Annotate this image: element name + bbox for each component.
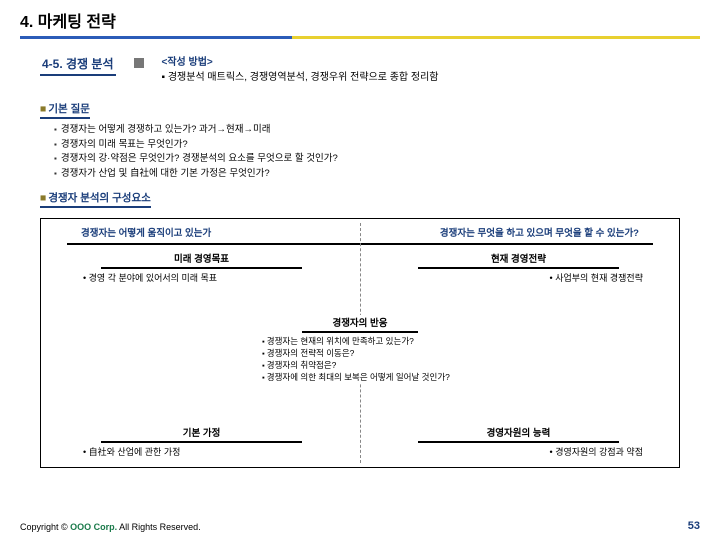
- content-area: ■기본 질문 경쟁자는 어떻게 경쟁하고 있는가? 과거→현재→미래 경쟁자의 …: [0, 91, 720, 468]
- brand-name: OOO Corp.: [70, 522, 117, 532]
- capability-bullet: 경영자원의 강점과 약점: [394, 446, 643, 459]
- current-strategy-cell: 현재 경영전략 사업부의 현재 경쟁전략: [394, 251, 643, 285]
- top-left-question: 경쟁자는 어떻게 움직이고 있는가: [81, 225, 211, 239]
- components-heading: ■경쟁자 분석의 구성요소: [40, 190, 151, 208]
- method-block: <작성 방법> ▪ 경쟁분석 매트릭스, 경쟁영역분석, 경쟁우위 전략으로 종…: [162, 55, 439, 85]
- future-goal-bullet: 경영 각 분야에 있어서의 미래 목표: [77, 272, 326, 285]
- future-goal-title: 미래 경영목표: [101, 251, 302, 269]
- future-goal-cell: 미래 경영목표 경영 각 분야에 있어서의 미래 목표: [77, 251, 326, 285]
- lower-cells-row: 기본 가정 自社와 산업에 관한 가정 경영자원의 능력 경영자원의 강점과 약…: [61, 425, 659, 459]
- method-line: ▪ 경쟁분석 매트릭스, 경쟁영역분석, 경쟁우위 전략으로 종합 정리함: [162, 70, 439, 85]
- square-bullet-icon: [134, 58, 144, 68]
- copyright-text: Copyright © OOO Corp. All Rights Reserve…: [20, 522, 201, 532]
- list-item: 경쟁자의 취약점은?: [262, 360, 458, 372]
- subhead-row: 4-5. 경쟁 분석 <작성 방법> ▪ 경쟁분석 매트릭스, 경쟁영역분석, …: [0, 39, 720, 91]
- page-footer: Copyright © OOO Corp. All Rights Reserve…: [20, 520, 700, 532]
- response-list: 경쟁자는 현재의 위치에 만족하고 있는가? 경쟁자의 전략적 이동은? 경쟁자…: [230, 336, 490, 384]
- competitor-analysis-diagram: 경쟁자는 어떻게 움직이고 있는가 경쟁자는 무엇을 하고 있으며 무엇을 할 …: [40, 218, 680, 468]
- list-item: 경쟁자의 강·약점은 무엇인가? 경쟁분석의 요소를 무엇으로 할 것인가?: [54, 152, 680, 167]
- list-item: 경쟁자는 현재의 위치에 만족하고 있는가?: [262, 336, 458, 348]
- assumption-title: 기본 가정: [101, 425, 302, 443]
- method-title: <작성 방법>: [162, 55, 439, 70]
- assumption-bullet: 自社와 산업에 관한 가정: [77, 446, 326, 459]
- list-item: 경쟁자의 미래 목표는 무엇인가?: [54, 138, 680, 153]
- list-item: 경쟁자에 의한 최대의 보복은 어떻게 일어날 것인가?: [262, 372, 458, 384]
- page-title: 4. 마케팅 전략: [0, 0, 720, 36]
- top-right-question: 경쟁자는 무엇을 하고 있으며 무엇을 할 수 있는가?: [440, 225, 639, 239]
- basic-questions-list: 경쟁자는 어떻게 경쟁하고 있는가? 과거→현재→미래 경쟁자의 미래 목표는 …: [40, 123, 680, 182]
- current-strategy-title: 현재 경영전략: [418, 251, 619, 269]
- section-number-title: 4-5. 경쟁 분석: [40, 55, 116, 76]
- basic-questions-heading: ■기본 질문: [40, 101, 90, 119]
- assumption-cell: 기본 가정 自社와 산업에 관한 가정: [77, 425, 326, 459]
- page-number: 53: [688, 520, 700, 532]
- list-item: 경쟁자의 전략적 이동은?: [262, 348, 458, 360]
- capability-title: 경영자원의 능력: [418, 425, 619, 443]
- response-center-box: 경쟁자의 반응 경쟁자는 현재의 위치에 만족하고 있는가? 경쟁자의 전략적 …: [230, 315, 490, 384]
- response-title: 경쟁자의 반응: [302, 315, 418, 333]
- list-item: 경쟁자는 어떻게 경쟁하고 있는가? 과거→현재→미래: [54, 123, 680, 138]
- capability-cell: 경영자원의 능력 경영자원의 강점과 약점: [394, 425, 643, 459]
- list-item: 경쟁자가 산업 및 自社에 대한 기본 가정은 무엇인가?: [54, 167, 680, 182]
- current-strategy-bullet: 사업부의 현재 경쟁전략: [394, 272, 643, 285]
